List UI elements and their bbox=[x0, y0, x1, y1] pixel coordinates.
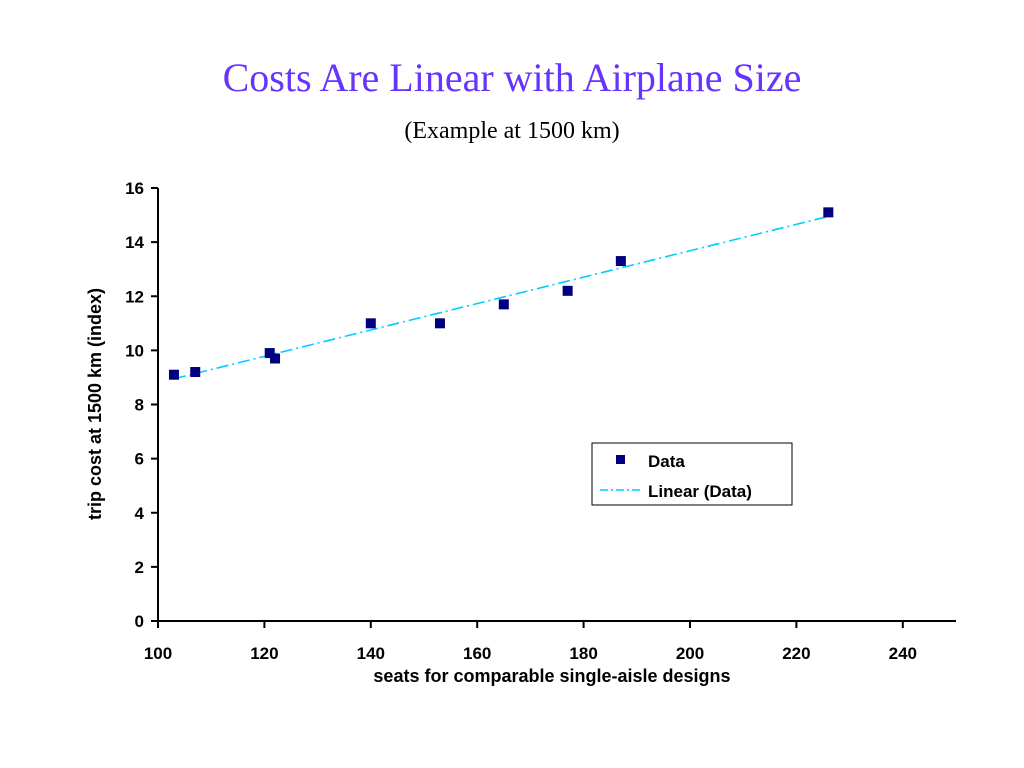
x-tick-label: 100 bbox=[144, 644, 172, 663]
y-tick-label: 10 bbox=[125, 341, 144, 360]
data-point bbox=[168, 369, 179, 380]
slide-subtitle: (Example at 1500 km) bbox=[404, 118, 620, 144]
legend-label-linear: Linear (Data) bbox=[648, 482, 752, 501]
data-points bbox=[168, 207, 834, 380]
axes: 0 2 4 6 8 10 12 14 16 100 120 140 160 180 200 220 240 bbox=[125, 179, 956, 663]
data-point bbox=[264, 348, 275, 359]
data-point bbox=[498, 299, 509, 310]
y-tick-label: 2 bbox=[135, 558, 144, 577]
y-tick-label: 16 bbox=[125, 179, 144, 198]
data-point bbox=[823, 207, 834, 218]
legend-data-marker bbox=[616, 455, 625, 464]
x-tick-label: 180 bbox=[569, 644, 597, 663]
legend: Data Linear (Data) bbox=[591, 442, 793, 506]
y-tick-label: 6 bbox=[135, 450, 144, 469]
trendline bbox=[173, 215, 829, 380]
x-tick-label: 120 bbox=[250, 644, 278, 663]
data-point bbox=[190, 367, 201, 378]
data-point bbox=[615, 256, 626, 267]
data-point bbox=[434, 318, 445, 329]
x-tick-label: 220 bbox=[782, 644, 810, 663]
x-axis-title: seats for comparable single-aisle design… bbox=[373, 666, 730, 686]
y-tick-label: 14 bbox=[125, 233, 144, 252]
legend-box bbox=[591, 442, 793, 506]
y-tick-label: 8 bbox=[135, 396, 144, 415]
y-axis-title: trip cost at 1500 km (index) bbox=[85, 288, 105, 520]
x-tick-label: 140 bbox=[357, 644, 385, 663]
x-tick-label: 160 bbox=[463, 644, 491, 663]
data-point bbox=[270, 353, 281, 364]
x-tick-label: 240 bbox=[889, 644, 917, 663]
y-tick-label: 12 bbox=[125, 287, 144, 306]
y-tick-label: 0 bbox=[135, 612, 144, 631]
legend-label-data: Data bbox=[648, 452, 685, 471]
data-point bbox=[562, 285, 573, 296]
data-point bbox=[365, 318, 376, 329]
slide-title: Costs Are Linear with Airplane Size bbox=[222, 55, 802, 100]
trendline-layer bbox=[173, 215, 829, 380]
y-tick-label: 4 bbox=[135, 504, 145, 523]
x-tick-label: 200 bbox=[676, 644, 704, 663]
